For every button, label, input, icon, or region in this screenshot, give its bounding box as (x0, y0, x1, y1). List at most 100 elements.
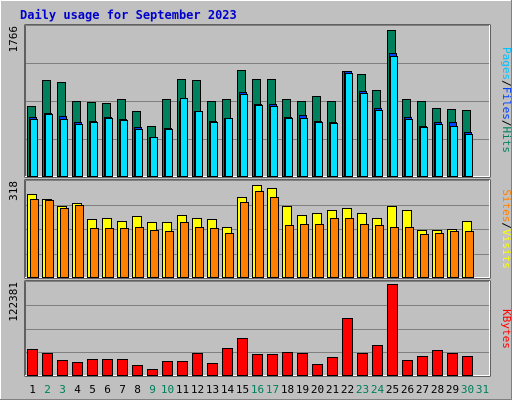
x-tick-label: 11 (176, 383, 189, 396)
bar-sites (150, 230, 159, 278)
legend-item: / (500, 120, 512, 127)
bar-pages (465, 134, 473, 177)
bar-sites (105, 228, 114, 278)
bar-pages (330, 123, 338, 177)
bar-kbytes (447, 353, 458, 376)
bar-sites (405, 227, 414, 278)
bar-pages (75, 124, 83, 177)
bar-pages (90, 122, 98, 177)
x-tick-label: 9 (149, 383, 156, 396)
bar-sites (135, 227, 144, 278)
bar-pages (315, 122, 323, 177)
bar-pages (150, 137, 158, 177)
bar-sites (255, 191, 264, 278)
bar-pages (405, 119, 413, 177)
bar-kbytes (222, 348, 233, 376)
bar-kbytes (357, 353, 368, 376)
bar-sites (210, 228, 219, 278)
bar-pages (450, 126, 458, 177)
bar-pages (390, 56, 398, 177)
bar-kbytes (57, 360, 68, 376)
x-tick-label: 23 (356, 383, 369, 396)
bar-sites (120, 228, 129, 278)
bar-sites (45, 200, 54, 278)
bar-pages (375, 110, 383, 177)
x-tick-label: 10 (161, 383, 174, 396)
legend-item: / (500, 222, 512, 229)
y-max-label: 1766 (7, 26, 20, 53)
x-tick-label: 30 (461, 383, 474, 396)
bar-kbytes (327, 357, 338, 376)
bar-kbytes (252, 354, 263, 376)
bar-pages (30, 119, 38, 177)
bar-kbytes (342, 318, 353, 376)
x-tick-label: 29 (446, 383, 459, 396)
bar-sites (390, 227, 399, 278)
bar-kbytes (207, 363, 218, 376)
bar-sites (420, 234, 429, 278)
x-tick-label: 28 (431, 383, 444, 396)
bar-pages (360, 93, 368, 177)
bar-kbytes (102, 359, 113, 376)
bar-kbytes (72, 362, 83, 376)
bar-pages (345, 73, 353, 177)
y-max-label: 318 (7, 181, 20, 201)
x-tick-label: 18 (281, 383, 294, 396)
bar-sites (195, 227, 204, 278)
bar-kbytes (87, 359, 98, 376)
bar-kbytes (417, 356, 428, 376)
x-tick-label: 21 (326, 383, 339, 396)
panel-kbytes: 122381 KBytes (7, 280, 512, 377)
bar-kbytes (147, 369, 158, 376)
legend-item: Pages (500, 47, 512, 80)
bar-sites (30, 199, 39, 278)
bar-kbytes (312, 364, 323, 376)
x-tick-label: 25 (386, 383, 399, 396)
bar-pages (240, 94, 248, 177)
bar-pages (420, 127, 428, 177)
bar-kbytes (432, 350, 443, 376)
bar-kbytes (27, 349, 38, 376)
legend-item: Sites (500, 189, 512, 222)
bar-kbytes (237, 338, 248, 376)
bar-pages (135, 129, 143, 177)
x-tick-label: 5 (89, 383, 96, 396)
panel-visits-sites: 318 Sites/Visits (7, 179, 512, 279)
x-tick-label: 14 (221, 383, 235, 396)
legend-item: / (500, 80, 512, 87)
bar-kbytes (297, 353, 308, 376)
bar-pages (195, 111, 203, 177)
x-tick-label: 16 (251, 383, 264, 396)
bar-pages (270, 106, 278, 177)
bar-pages (285, 118, 293, 177)
bar-pages (300, 118, 308, 177)
legend-visits-sites: Sites/Visits (500, 189, 512, 269)
bar-sites (180, 222, 189, 278)
bar-kbytes (267, 354, 278, 376)
bar-pages (45, 114, 53, 177)
bar-pages (180, 98, 188, 177)
x-tick-label: 4 (74, 383, 81, 396)
x-tick-label: 1 (29, 383, 36, 396)
bar-kbytes (42, 353, 53, 376)
bar-pages (255, 105, 263, 177)
x-tick-label: 31 (476, 383, 489, 396)
x-tick-label: 3 (59, 383, 66, 396)
x-tick-label: 26 (401, 383, 414, 396)
bar-kbytes (192, 353, 203, 376)
bar-sites (300, 224, 309, 278)
bar-sites (375, 225, 384, 278)
x-tick-label: 7 (119, 383, 126, 396)
x-tick-label: 2 (44, 383, 51, 396)
bar-sites (345, 218, 354, 278)
x-tick-label: 24 (371, 383, 385, 396)
bar-sites (450, 231, 459, 278)
bar-sites (165, 231, 174, 278)
bar-sites (75, 205, 84, 278)
bar-kbytes (117, 359, 128, 376)
bar-kbytes (162, 361, 173, 376)
legend-item: Visits (500, 229, 512, 269)
